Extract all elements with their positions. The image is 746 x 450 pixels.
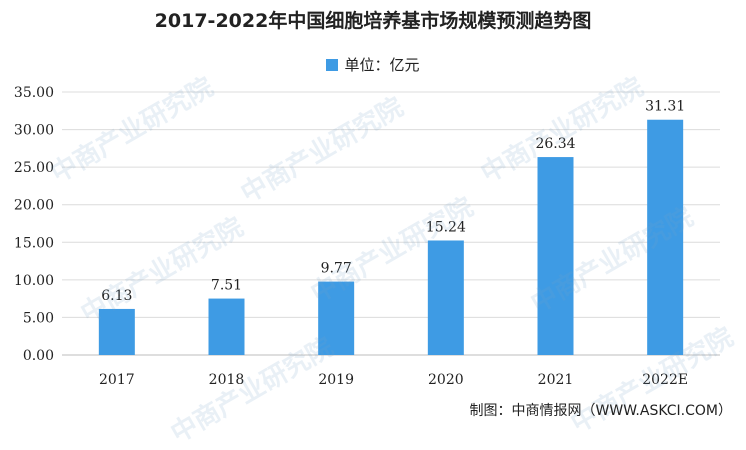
bar-2020 — [427, 240, 464, 355]
source-note: 制图：中商情报网（WWW.ASKCI.COM） — [469, 403, 732, 419]
bar-chart: 0.00 5.00 10.00 15.00 20.00 25.00 30.00 35.00 6.… — [14, 85, 720, 388]
y-tick-label: 5.00 — [23, 310, 54, 326]
y-tick-label: 35.00 — [14, 85, 54, 101]
y-tick-label: 30.00 — [14, 123, 54, 139]
x-tick-label: 2018 — [209, 372, 245, 388]
y-tick-label: 25.00 — [14, 160, 54, 176]
x-tick-label: 2020 — [428, 372, 464, 388]
x-tick-label: 2021 — [538, 372, 574, 388]
bar-value-label: 15.24 — [426, 219, 466, 235]
bar-2021 — [537, 157, 574, 355]
y-tick-label: 15.00 — [14, 235, 54, 251]
x-tick-label: 2017 — [99, 372, 135, 388]
bar-2018 — [208, 298, 245, 355]
bar-value-label: 6.13 — [101, 288, 132, 304]
bar-value-label: 31.31 — [645, 99, 685, 115]
legend-label: 单位：亿元 — [344, 56, 420, 74]
bar-2017 — [98, 308, 135, 355]
x-tick-label: 2022E — [642, 372, 688, 388]
x-tick-label: 2019 — [318, 372, 354, 388]
bar-2022E — [647, 119, 684, 355]
chart-title: 2017-2022年中国细胞培养基市场规模预测趋势图 — [154, 10, 592, 32]
chart-legend: 单位：亿元 — [0, 54, 746, 75]
y-tick-label: 20.00 — [14, 198, 54, 214]
y-tick-label: 10.00 — [14, 273, 54, 289]
bar-value-label: 7.51 — [211, 278, 242, 294]
bar-value-label: 26.34 — [535, 136, 575, 152]
bar-2019 — [318, 281, 355, 355]
legend-swatch — [326, 58, 339, 71]
bar-value-label: 9.77 — [321, 261, 352, 277]
y-tick-label: 0.00 — [23, 348, 54, 364]
